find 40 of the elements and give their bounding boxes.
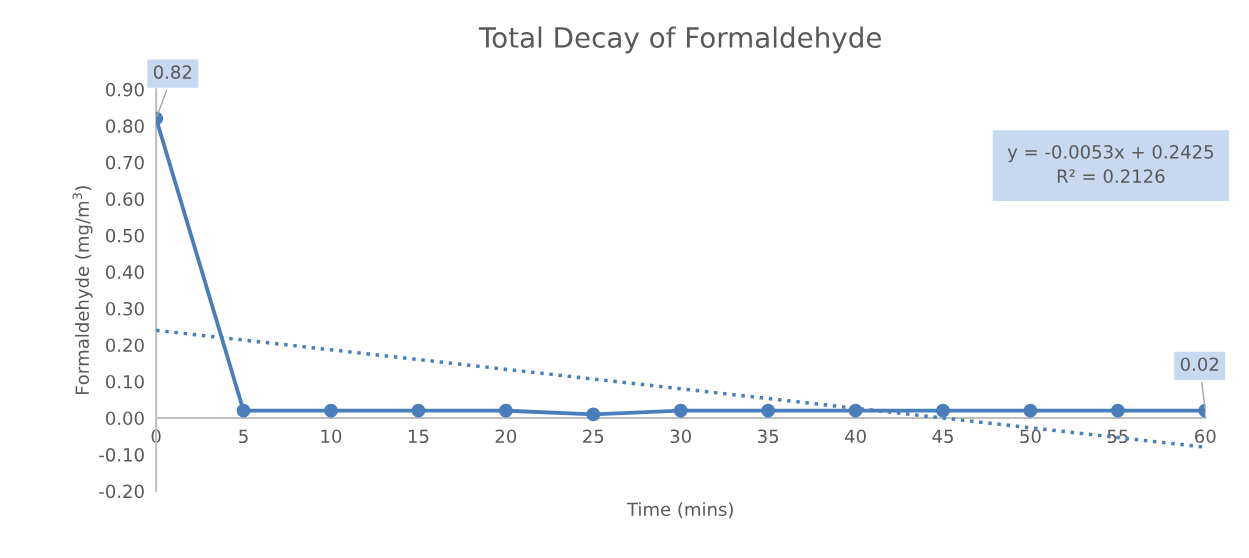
x-tick-label: 10 bbox=[321, 429, 342, 444]
y-tick-label: -0.10 bbox=[99, 447, 144, 462]
x-tick-label: 45 bbox=[932, 429, 953, 444]
x-tick-label: 0 bbox=[151, 429, 161, 444]
y-tick-label: -0.20 bbox=[99, 484, 144, 499]
x-tick-label: 5 bbox=[239, 429, 248, 444]
point bbox=[411, 403, 426, 418]
annotation: y = -0.0053x + 0.2425 R² = 0.2126 bbox=[1007, 145, 1214, 184]
point bbox=[1110, 403, 1125, 418]
x-tick-label: 50 bbox=[1020, 429, 1041, 444]
y-tick-label: 0.50 bbox=[106, 228, 144, 243]
point bbox=[761, 403, 776, 418]
y-tick-label: 0.30 bbox=[106, 301, 144, 316]
data-label: 0.02 bbox=[1180, 357, 1219, 372]
point bbox=[586, 407, 601, 422]
y-tick-label: 0.10 bbox=[106, 374, 144, 389]
y-tick-label: 0.20 bbox=[106, 338, 144, 353]
x-axis-title: Time (mins) bbox=[626, 502, 733, 519]
x-tick-label: 20 bbox=[495, 429, 517, 444]
y-axis-title: Formaldehyde (mg/m$^{3}$) bbox=[72, 186, 93, 394]
x-tick-label: 30 bbox=[670, 429, 691, 444]
y-tick-label: 0.80 bbox=[106, 119, 144, 133]
y-tick-label: 0.60 bbox=[106, 192, 144, 206]
data-label: 0.82 bbox=[153, 65, 192, 79]
y-tick-label: 0.00 bbox=[106, 411, 144, 426]
point bbox=[673, 403, 688, 418]
y-tick-label: 0.90 bbox=[106, 82, 144, 97]
x-tick-label: 25 bbox=[583, 429, 604, 444]
x-tick-label: 60 bbox=[1195, 429, 1216, 444]
y-tick-label: 0.70 bbox=[106, 155, 144, 170]
point bbox=[324, 403, 338, 418]
point bbox=[498, 403, 513, 418]
point bbox=[236, 403, 251, 418]
x-tick-label: 35 bbox=[758, 429, 779, 444]
x-tick-label: 15 bbox=[408, 429, 429, 444]
chart-title: Total Decay of Formaldehyde bbox=[478, 26, 881, 54]
point bbox=[936, 403, 950, 418]
point bbox=[1023, 403, 1038, 418]
y-tick-label: 0.40 bbox=[106, 265, 144, 280]
x-tick-label: 40 bbox=[844, 429, 866, 444]
